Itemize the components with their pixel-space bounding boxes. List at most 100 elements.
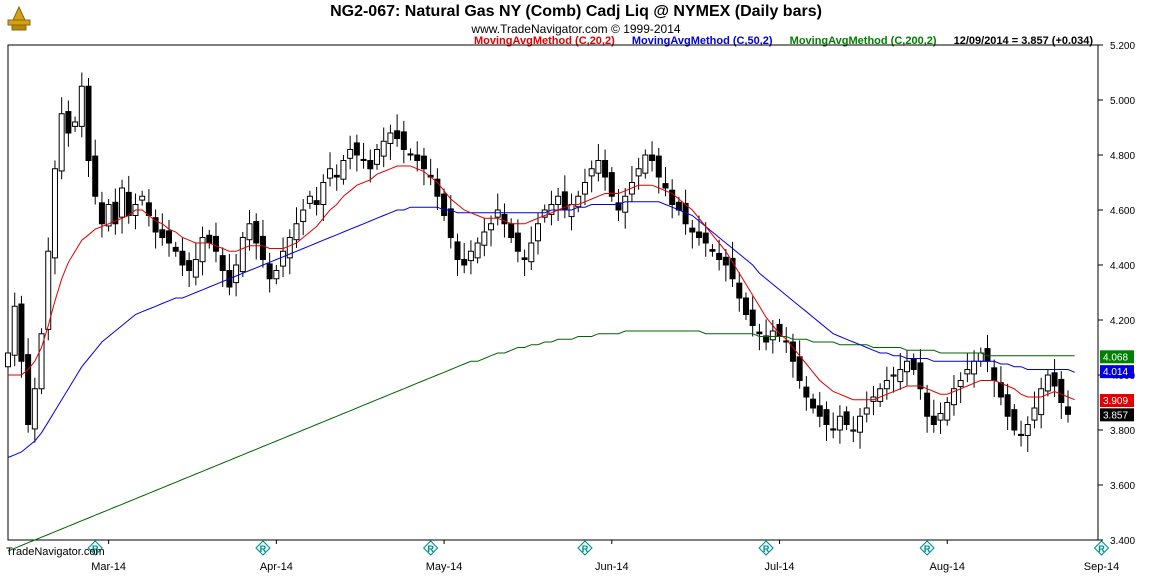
y-tick-label: 5.000 [1110, 96, 1135, 107]
ma50-line [7, 201, 1075, 458]
candle-body [474, 242, 481, 259]
candle-body [581, 182, 588, 195]
candle-body [991, 367, 998, 382]
candle-body [944, 402, 951, 421]
candle-body [830, 428, 837, 431]
x-tick-label: Mar-14 [91, 561, 126, 573]
candle-body [18, 303, 25, 362]
candle-body [1051, 372, 1058, 387]
candle-body [575, 195, 582, 208]
candle-body [669, 189, 676, 205]
legend-ma20: MovingAvgMethod (C,20,2) [474, 35, 615, 47]
candle-body [25, 354, 32, 425]
footer-brand: TradeNavigator.com [6, 546, 105, 558]
candle-body [306, 195, 313, 204]
candle-body [246, 223, 253, 241]
candle-body [239, 237, 246, 273]
candle-body [816, 405, 823, 417]
y-tick-label: 5.200 [1110, 41, 1135, 52]
candle-body [353, 142, 360, 156]
chart-legend: MovingAvgMethod (C,20,2) MovingAvgMethod… [474, 35, 1107, 47]
event-marker-icon [1093, 540, 1110, 556]
candle-body [199, 237, 206, 263]
candle-body [92, 155, 99, 197]
candle-body [702, 232, 709, 244]
event-marker-icon [758, 540, 774, 556]
candle-body [300, 209, 307, 223]
candle-body [139, 195, 146, 201]
event-marker-label: R [1098, 544, 1105, 554]
event-marker-icon [577, 540, 593, 556]
candle-body [347, 149, 354, 159]
candle-body [528, 242, 535, 263]
candle-body [602, 160, 609, 178]
event-marker-label: R [427, 544, 434, 554]
candle-body [642, 154, 649, 174]
candle-body [903, 360, 910, 373]
candle-body [883, 380, 890, 390]
candle-body [219, 255, 226, 271]
y-tick-label: 3.800 [1110, 426, 1135, 437]
candle-body [461, 259, 468, 266]
candle-body [890, 374, 897, 377]
candle-body [930, 415, 937, 425]
candle-body [112, 201, 119, 225]
candle-body [266, 263, 273, 280]
candle-body [400, 131, 407, 150]
candle-body [501, 213, 508, 225]
candle-body [850, 429, 857, 432]
last-value-box [1100, 394, 1134, 408]
candle-body [957, 380, 964, 388]
candle-body [11, 305, 18, 356]
event-marker-label: R [582, 544, 589, 554]
candle-body [380, 140, 387, 157]
candle-body [65, 111, 72, 134]
candle-body [481, 231, 488, 246]
candle-body [441, 193, 448, 217]
event-marker-icon [919, 540, 935, 556]
candle-body [521, 257, 528, 261]
candle-body [333, 174, 340, 178]
candle-body [897, 369, 904, 383]
candle-body [212, 235, 219, 252]
candle-body [488, 223, 495, 231]
candle-body [159, 229, 166, 239]
candle-body [273, 270, 280, 280]
candle-body [997, 382, 1004, 398]
candle-body [937, 413, 944, 421]
candle-body [206, 234, 213, 244]
candle-body [1038, 388, 1045, 416]
candle-body [280, 250, 287, 267]
candle-body [555, 195, 562, 205]
candle-body [803, 386, 810, 398]
candle-body [98, 202, 105, 225]
candle-body [514, 232, 521, 252]
candle-body [608, 172, 615, 197]
candle-body [166, 230, 173, 244]
candle-body [742, 297, 749, 315]
candle-body [729, 257, 736, 280]
candle-body [756, 331, 763, 335]
legend-ma200: MovingAvgMethod (C,200,2) [789, 35, 937, 47]
event-marker-label: R [763, 544, 770, 554]
x-tick-label: Jul-14 [765, 561, 795, 573]
x-tick-label: May-14 [426, 561, 463, 573]
candle-body [434, 178, 441, 197]
candle-body [51, 168, 58, 259]
candle-body [548, 204, 555, 215]
ma200-line [7, 330, 1075, 552]
candle-body [1058, 378, 1065, 403]
candle-body [823, 409, 830, 425]
candle-body [810, 398, 817, 409]
candle-body [863, 407, 870, 415]
candle-body [85, 85, 92, 161]
candle-body [736, 282, 743, 299]
legend-last-quote: 12/09/2014 = 3.857 (+0.034) [953, 35, 1094, 47]
candle-body [783, 340, 790, 343]
candle-body [320, 182, 327, 205]
candle-body [649, 154, 656, 161]
candle-body [152, 217, 159, 233]
x-tick-label: Sep-14 [1084, 561, 1119, 573]
candle-body [622, 195, 629, 213]
